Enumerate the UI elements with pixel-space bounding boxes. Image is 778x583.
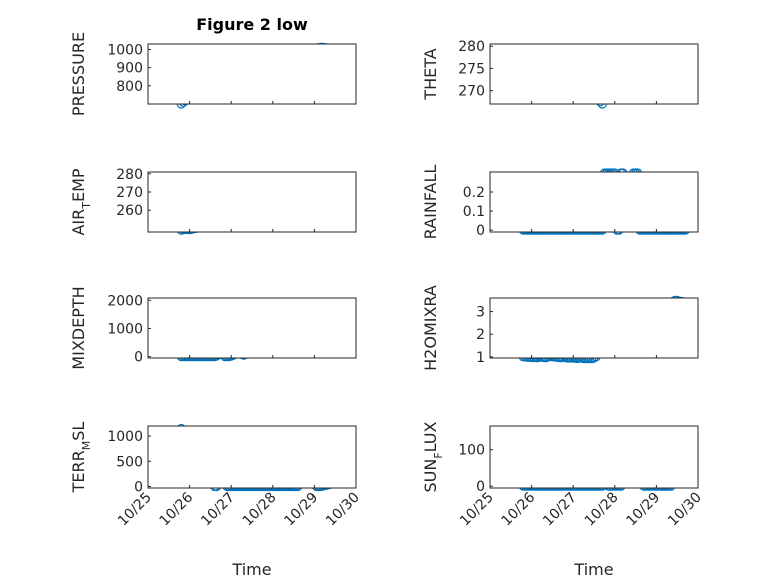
y-tick-label: 270 [116,185,143,201]
x-tick-label: 10/26 [157,489,197,529]
subplot-rainfall: 0 0.1 0.2 RAINFALL [421,165,699,240]
y-axis-label: THETA [421,48,440,100]
axes-frame [147,43,357,105]
axes-frame [147,297,357,359]
y-tick-label: 0.2 [463,185,485,201]
y-tick-label: 260 [116,203,143,219]
x-tick-label: 10/28 [582,490,622,530]
y-axis-label: RAINFALL [421,165,440,240]
x-tick-label: 10/29 [623,490,663,530]
y-axis-label: MIXDEPTH [69,286,88,369]
y-tick-label: 0 [476,223,485,239]
x-tick-label: 10/27 [198,490,238,530]
y-axis-label: PRESSURE [69,32,88,116]
x-axis-label-right: Time [573,560,613,579]
axes-frame [489,425,699,489]
subplot-theta: 270 275 280 THETA [421,39,699,109]
subplot-mixdepth: 0 1000 2000 MIXDEPTH [69,286,357,370]
figure-title: Figure 2 low [196,15,308,34]
y-tick-label: 500 [116,454,143,470]
axes-frame [489,171,699,233]
y-tick-label: 2000 [107,293,143,309]
subplot-h2omixra: 1 2 3 H2OMIXRA [421,285,699,371]
y-tick-label: 275 [458,61,485,77]
x-tick-label: 10/28 [240,490,280,530]
axes-frame [147,425,357,489]
y-tick-label: 800 [116,79,143,95]
axes-frame [489,297,699,359]
y-tick-label: 280 [458,39,485,55]
x-tick-label: 10/25 [457,490,497,530]
x-tick-label: 10/30 [323,490,363,530]
y-axis-label: TERRMSL [69,422,93,494]
subplot-sun_flux: 0 100 10/25 10/26 10/27 10/28 10/29 10/30 SUNFLU… [421,421,705,529]
y-tick-label: 0.1 [463,204,485,220]
subplot-air_temp: 260 270 280 AIRTEMP [69,167,357,236]
x-tick-label: 10/26 [499,489,539,529]
axes-frame [147,171,357,233]
y-axis-label: SUNFLUX [421,421,445,492]
y-tick-label: 280 [116,167,143,183]
y-axis-label: AIRTEMP [69,168,93,235]
y-tick-label: 900 [116,61,143,77]
y-tick-label: 0 [134,350,143,366]
y-tick-label: 1 [476,350,485,366]
x-tick-label: 10/27 [540,490,580,530]
y-tick-label: 0 [134,479,143,495]
y-tick-label: 0 [476,479,485,495]
y-tick-label: 1000 [107,321,143,337]
y-tick-label: 2 [476,327,485,343]
y-tick-label: 100 [458,443,485,459]
x-axis-label-left: Time [231,560,271,579]
y-tick-label: 1000 [107,42,143,58]
y-tick-label: 3 [476,305,485,321]
axes-frame [489,43,699,105]
subplot-pressure: 800 900 1000 PRESSURE [69,32,357,116]
x-tick-label: 10/29 [281,490,321,530]
x-tick-label: 10/30 [665,490,705,530]
y-axis-label: H2OMIXRA [421,285,440,371]
y-tick-label: 1000 [107,429,143,445]
y-tick-label: 270 [458,84,485,100]
